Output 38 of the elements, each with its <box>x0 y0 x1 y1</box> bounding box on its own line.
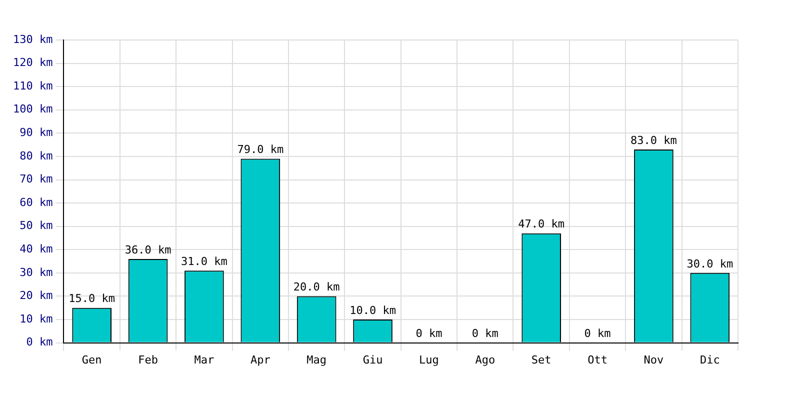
x-tick-label: Set <box>531 353 552 366</box>
x-tick-label: Lug <box>419 353 439 366</box>
y-tick-label: 50 km <box>20 219 54 232</box>
x-tick-label: Nov <box>644 353 664 366</box>
x-tick-label: Mag <box>306 353 327 366</box>
data-label: 36.0 km <box>124 243 172 256</box>
y-tick-label: 80 km <box>20 149 54 162</box>
x-tick-label: Ott <box>588 353 608 366</box>
data-label: 31.0 km <box>181 254 228 268</box>
y-tick-label: 0 km <box>26 336 54 349</box>
data-label: 0 km <box>472 327 499 340</box>
data-label: 0 km <box>584 327 612 340</box>
data-label: 79.0 km <box>237 143 284 156</box>
y-tick-label: 60 km <box>20 196 54 209</box>
x-tick-label: Gen <box>82 353 102 366</box>
data-label: 20.0 km <box>293 280 340 294</box>
x-tick-label: Apr <box>250 353 271 366</box>
x-tick-label: Mar <box>194 353 215 366</box>
data-label: 10.0 km <box>350 304 396 317</box>
x-tick-label: Feb <box>138 353 158 366</box>
y-tick-label: 30 km <box>20 266 54 279</box>
y-tick-label: 110 km <box>12 79 54 92</box>
y-tick-label: 100 km <box>12 102 54 116</box>
y-tick-label: 90 km <box>20 126 54 140</box>
data-label: 47.0 km <box>518 218 565 231</box>
y-tick-label: 20 km <box>20 289 54 302</box>
y-tick-label: 10 km <box>20 312 54 326</box>
y-tick-label: 120 km <box>12 56 54 70</box>
data-label: 0 km <box>416 327 443 340</box>
x-tick-label: Dic <box>700 353 720 366</box>
data-label: 30.0 km <box>686 257 734 270</box>
x-tick-label: Giu <box>362 353 383 366</box>
y-tick-label: 70 km <box>20 172 54 186</box>
y-tick-label: 130 km <box>12 32 54 46</box>
y-tick-label: 40 km <box>20 242 54 256</box>
data-label: 83.0 km <box>630 134 678 147</box>
data-label: 15.0 km <box>68 292 116 306</box>
x-tick-label: Ago <box>475 353 496 366</box>
